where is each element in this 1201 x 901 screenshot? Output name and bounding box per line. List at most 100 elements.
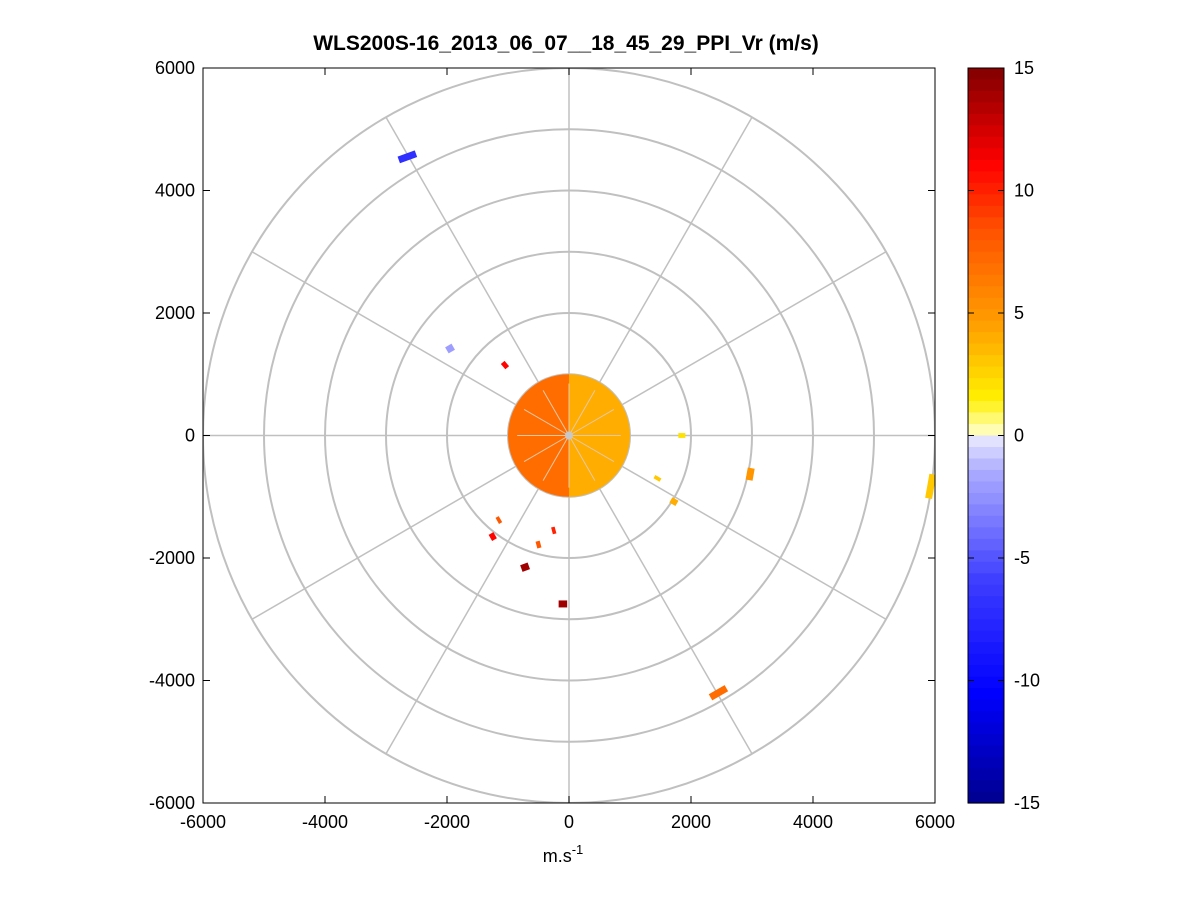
colorbar-segment-16 [968,251,1004,264]
colorbar-segment-7 [968,148,1004,161]
colorbar-segment-6 [968,136,1004,149]
range-ring-4 [263,128,875,743]
echo-11 [678,433,686,438]
colorbar-segment-58 [968,734,1004,747]
colorbar-segment-53 [968,676,1004,689]
colorbar-segment-46 [968,596,1004,609]
y-axis: 6000 4000 2000 0 -2000 -4000 -6000 [149,58,935,813]
x-tick-label-3: 0 [564,812,574,832]
y-tick-label-0: 6000 [155,58,195,78]
colorbar-segment-4 [968,113,1004,127]
colorbar-segment-21 [968,309,1004,322]
cbar-tick-label-5: -10 [1014,671,1040,691]
colorbar-segment-14 [968,228,1004,241]
echo-2 [500,360,510,370]
colorbar-segment-28 [968,389,1004,402]
cbar-tick-label-1: 10 [1014,181,1034,201]
core-spoke-5 [568,435,596,481]
colorbar-segment-43 [968,561,1004,574]
colorbar-segment-27 [968,378,1004,391]
y-tick-label-2: 2000 [155,303,195,323]
x-tick-label-0: -6000 [180,812,226,832]
chart-title: WLS200S-16_2013_06_07__18_45_29_PPI_Vr (… [313,32,819,55]
colorbar-segment-36 [968,481,1004,494]
colorbar-segment-45 [968,584,1004,597]
colorbar-segment-24 [968,343,1004,356]
colorbar-segment-26 [968,366,1004,379]
x-tick-label-6: 6000 [915,812,955,832]
colorbar-segment-63 [968,791,1004,804]
colorbar-segment-38 [968,504,1004,517]
x-axis: -6000 -4000 -2000 0 2000 4000 6000 [180,68,955,832]
colorbar-segment-37 [968,492,1004,506]
x-tick-label-5: 4000 [793,812,833,832]
colorbar-segment-54 [968,688,1004,701]
colorbar-segment-33 [968,446,1004,460]
colorbar-segment-18 [968,274,1004,287]
x-tick-label-2: -2000 [424,812,470,832]
colorbar-segment-15 [968,240,1004,253]
echo-8 [925,473,935,499]
core-spoke-2 [568,409,615,436]
radar-origin [565,431,573,440]
core-spoke-1 [568,390,596,436]
colorbar-segment-39 [968,515,1004,528]
colorbar-segment-35 [968,469,1004,483]
colorbar-segment-31 [968,424,1004,437]
y-tick-label-5: -4000 [149,671,195,691]
range-ring-1 [446,312,692,559]
x-tick-label-4: 2000 [671,812,711,832]
echo-4 [558,600,568,608]
echo-layer [397,150,935,701]
colorbar-segment-11 [968,194,1004,207]
echo-9 [669,497,679,507]
colorbar-segment-47 [968,607,1004,620]
cbar-tick-label-2: 5 [1014,303,1024,323]
echo-5 [488,532,497,541]
colorbar-segment-44 [968,573,1004,586]
colorbar-segment-57 [968,722,1004,735]
colorbar-segment-23 [968,332,1004,345]
core-spoke-11 [542,390,570,436]
colorbar-segment-52 [968,665,1004,678]
x-axis-label-sup: -1 [572,842,584,857]
colorbar-segment-20 [968,297,1004,310]
colorbar-segment-41 [968,538,1004,551]
colorbar-segment-40 [968,527,1004,540]
colorbar-segment-10 [968,182,1004,195]
colorbar-segment-48 [968,619,1004,632]
echo-7 [745,467,755,481]
colorbar-segment-13 [968,217,1004,230]
colorbar-segment-1 [968,79,1004,92]
x-axis-label-base: m.s [543,846,572,866]
colorbar-segment-8 [968,159,1004,172]
echo-3 [520,562,531,572]
echo-0 [397,150,418,164]
colorbar-segment-56 [968,711,1004,724]
colorbar-segment-22 [968,320,1004,333]
y-tick-label-6: -6000 [149,793,195,813]
range-ring-2 [385,250,753,621]
core-spoke-8 [523,435,570,462]
colorbar-segment-2 [968,90,1004,104]
colorbar-segment-61 [968,768,1004,781]
cbar-tick-label-6: -15 [1014,793,1040,813]
colorbar-segment-59 [968,745,1004,758]
colorbar-segment-62 [968,780,1004,793]
colorbar-segment-0 [968,68,1004,81]
colorbar-segment-12 [968,205,1004,218]
colorbar-segment-42 [968,550,1004,563]
range-ring-3 [324,189,814,682]
colorbar-segment-32 [968,435,1004,448]
core-spoke-7 [542,435,570,481]
colorbar-segment-9 [968,171,1004,184]
echo-13 [551,526,557,535]
cbar-tick-label-4: -5 [1014,548,1030,568]
echo-10 [653,475,662,482]
colorbar-segment-29 [968,401,1004,414]
colorbar-segment-49 [968,630,1004,643]
colorbar-segment-17 [968,263,1004,276]
colorbar-segment-25 [968,355,1004,368]
colorbar-segment-3 [968,102,1004,115]
